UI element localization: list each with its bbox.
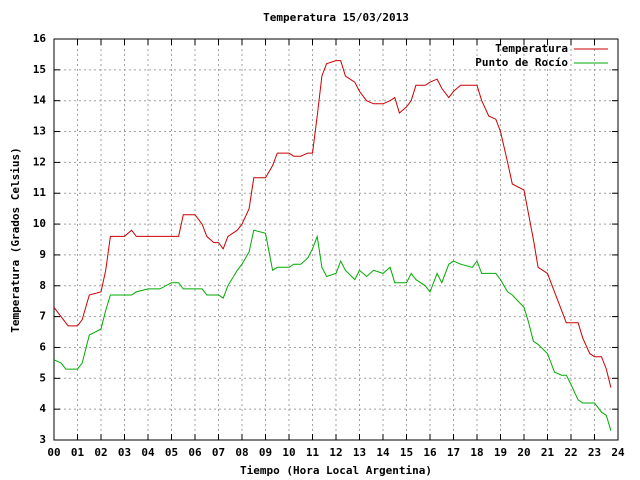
data-line: [53, 60, 612, 388]
x-tick-label: 10: [282, 446, 295, 459]
y-tick-label: 9: [39, 248, 46, 261]
x-tick-label: 22: [564, 446, 577, 459]
y-tick-label: 7: [39, 310, 46, 323]
x-tick-label: 24: [611, 446, 625, 459]
y-tick-label: 3: [39, 433, 46, 446]
y-tick-label: 5: [39, 371, 46, 384]
x-tick-label: 09: [259, 446, 272, 459]
y-tick-label: 4: [39, 402, 46, 415]
chart-title: Temperatura 15/03/2013: [263, 11, 409, 24]
x-tick-label: 15: [400, 446, 413, 459]
legend-label: Punto de Rocío: [475, 56, 568, 69]
x-tick-label: 01: [71, 446, 85, 459]
x-tick-label: 23: [588, 446, 601, 459]
x-tick-label: 13: [353, 446, 366, 459]
legend-label: Temperatura: [495, 42, 568, 55]
x-tick-label: 04: [141, 446, 155, 459]
y-axis-label: Temperatura (Grados Celsius): [9, 147, 22, 332]
y-tick-label: 14: [33, 94, 47, 107]
x-tick-label: 05: [165, 446, 178, 459]
y-tick-label: 8: [39, 279, 46, 292]
y-tick-label: 16: [33, 32, 47, 45]
x-axis-label: Tiempo (Hora Local Argentina): [240, 464, 432, 477]
x-tick-label: 21: [541, 446, 555, 459]
x-tick-label: 16: [423, 446, 437, 459]
y-tick-label: 13: [33, 125, 46, 138]
x-tick-label: 18: [470, 446, 483, 459]
x-tick-label: 00: [47, 446, 60, 459]
y-tick-label: 15: [33, 63, 46, 76]
x-tick-label: 07: [212, 446, 225, 459]
plot-border: [53, 38, 619, 441]
data-line: [53, 229, 612, 431]
x-tick-label: 06: [188, 446, 202, 459]
x-tick-label: 02: [94, 446, 107, 459]
x-tick-label: 08: [235, 446, 248, 459]
y-tick-label: 10: [33, 217, 46, 230]
x-tick-label: 17: [447, 446, 460, 459]
x-tick-label: 12: [329, 446, 342, 459]
x-tick-label: 11: [306, 446, 320, 459]
y-tick-label: 12: [33, 155, 46, 168]
x-tick-label: 03: [118, 446, 131, 459]
y-tick-label: 11: [33, 186, 47, 199]
y-tick-label: 6: [39, 340, 46, 353]
x-tick-label: 20: [517, 446, 530, 459]
x-tick-label: 19: [494, 446, 507, 459]
x-tick-label: 14: [376, 446, 390, 459]
